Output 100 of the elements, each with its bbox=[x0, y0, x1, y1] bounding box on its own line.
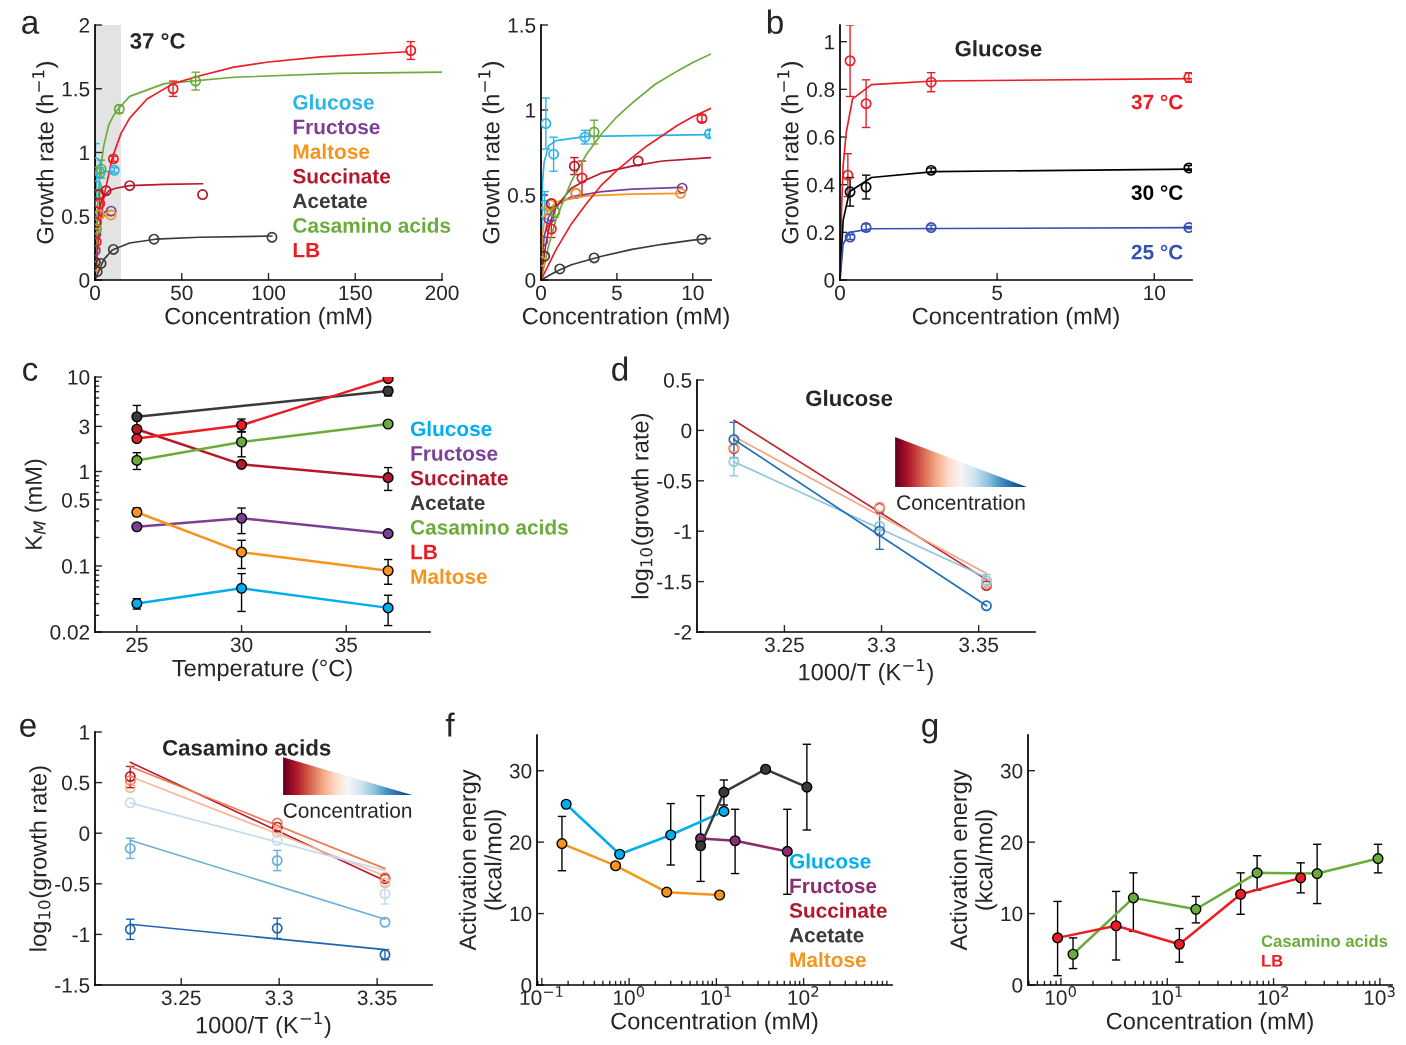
y-tick-label: 20 bbox=[1001, 835, 1023, 850]
y-tick-label: 1 bbox=[80, 145, 90, 161]
y-tick-label: 1.5 bbox=[62, 81, 90, 97]
x-tick-label: 5 bbox=[992, 285, 1003, 301]
y-axis-title: K$_{M}$ (mM) bbox=[24, 459, 47, 549]
text: b bbox=[767, 9, 783, 34]
x-tick-label: 3.3 bbox=[867, 637, 896, 653]
series-label: Maltose bbox=[411, 568, 487, 584]
x-axis-title: Concentration (mM) bbox=[611, 1012, 818, 1035]
text: LB bbox=[293, 242, 320, 258]
y-axis-title: log$_{10}$(growth rate) bbox=[631, 413, 654, 599]
x-tick-label: 25 bbox=[126, 637, 148, 653]
text: a bbox=[22, 15, 40, 34]
x-tick-label: 200 bbox=[425, 285, 459, 301]
x-axis-title: 1000/T (K$^{−1}$) bbox=[799, 659, 933, 686]
annotation: Succinate bbox=[789, 902, 887, 918]
y-tick-label: 30 bbox=[509, 763, 532, 779]
text: Maltose bbox=[293, 143, 370, 159]
y-tick-label: 0.8 bbox=[806, 82, 835, 98]
text: Maltose bbox=[790, 951, 866, 968]
y-tick-label: 0.02 bbox=[50, 625, 90, 640]
x-tick-label: 3.35 bbox=[357, 990, 397, 1006]
text: Glucose bbox=[410, 420, 492, 437]
x-tick-label: 50 bbox=[171, 285, 193, 301]
series-label: 25 °C bbox=[1131, 244, 1183, 260]
x-tick-label: 0 bbox=[90, 285, 100, 301]
y-tick-label: -1 bbox=[674, 524, 692, 539]
x-tick-label: 10$^{1}$ bbox=[1152, 986, 1182, 1006]
x-tick-label: 5 bbox=[611, 285, 622, 301]
y-axis-title: Growth rate (h$^{−1}$) bbox=[32, 62, 59, 244]
text: Acetate bbox=[789, 927, 864, 943]
text: d bbox=[612, 356, 628, 381]
text: Casamino acids bbox=[293, 217, 451, 233]
y-tick-label: 10 bbox=[1001, 906, 1023, 922]
x-tick-label: 35 bbox=[335, 637, 357, 653]
x-tick-label: 30 bbox=[230, 637, 253, 653]
x-tick-label: 3.25 bbox=[161, 990, 201, 1006]
y-axis-title: Growth rate (h$^{−1}$) bbox=[777, 62, 804, 244]
text: g bbox=[922, 718, 938, 744]
y-tick-label: 0.1 bbox=[61, 558, 90, 574]
text: f bbox=[445, 712, 455, 737]
series-label: 30 °C bbox=[1131, 185, 1183, 200]
x-tick-label: 3.35 bbox=[959, 637, 999, 653]
series-label: 37 °C bbox=[1131, 94, 1183, 110]
y-tick-label: 0 bbox=[681, 423, 692, 439]
y-tick-label: 0.5 bbox=[507, 188, 536, 203]
y-tick-label: 1 bbox=[825, 34, 835, 50]
y-tick-label: 0.5 bbox=[663, 373, 692, 388]
series-label: Fructose bbox=[790, 878, 877, 894]
annotation: Concentration bbox=[283, 802, 412, 818]
x-axis-title: Concentration (mM) bbox=[165, 307, 372, 330]
text: Glucose bbox=[955, 40, 1042, 57]
x-tick-label: 10$^{2}$ bbox=[788, 986, 819, 1005]
y-tick-label: 1 bbox=[80, 464, 90, 480]
series-label: Succinate bbox=[410, 470, 508, 486]
y-tick-label: -0.5 bbox=[55, 876, 90, 892]
x-tick-label: 10 bbox=[1144, 285, 1166, 301]
x-tick-label: 10$^{2}$ bbox=[1258, 986, 1289, 1005]
y-tick-label: -0.5 bbox=[657, 473, 692, 489]
y-tick-label: 0.4 bbox=[806, 177, 835, 193]
y-axis-title: Activation energy (kcal/mol) bbox=[949, 769, 998, 951]
text: Glucose bbox=[293, 94, 374, 110]
y-tick-label: 0.5 bbox=[61, 775, 90, 791]
y-axis-title: log$_{10}$(growth rate) bbox=[29, 766, 52, 951]
x-tick-label: 0 bbox=[536, 285, 546, 301]
y-tick-label: 2 bbox=[79, 18, 90, 33]
text: e bbox=[20, 718, 36, 737]
chart-title: 37 °C bbox=[130, 33, 185, 49]
y-tick-label: 0 bbox=[525, 273, 536, 288]
text: Succinate bbox=[292, 168, 391, 184]
y-tick-label: 1 bbox=[526, 103, 536, 118]
x-axis-title: Concentration (mM) bbox=[1106, 1012, 1313, 1035]
y-tick-label: 20 bbox=[510, 835, 532, 850]
y-axis-title: Activation energy (kcal/mol) bbox=[458, 769, 507, 951]
x-tick-label: 10$^{0}$ bbox=[614, 986, 645, 1005]
x-axis-title: Temperature (°C) bbox=[172, 659, 352, 682]
y-tick-label: -1.5 bbox=[55, 978, 90, 993]
y-tick-label: -2 bbox=[674, 625, 692, 640]
y-tick-label: 0.5 bbox=[61, 209, 90, 224]
x-tick-label: 10$^{3}$ bbox=[1364, 986, 1395, 1005]
y-tick-label: 0.5 bbox=[61, 492, 90, 508]
x-axis-title: Concentration (mM) bbox=[912, 307, 1119, 330]
y-tick-label: 10 bbox=[68, 370, 90, 385]
y-tick-label: 3 bbox=[79, 419, 90, 435]
y-tick-label: 1 bbox=[80, 725, 90, 740]
y-axis-title: Growth rate (h$^{−1}$) bbox=[478, 62, 505, 244]
x-tick-label: 100 bbox=[252, 285, 286, 301]
text: LB bbox=[1262, 955, 1283, 967]
text: Fructose bbox=[293, 119, 380, 135]
text: c bbox=[23, 362, 38, 381]
x-tick-label: 10$^{0}$ bbox=[1045, 986, 1076, 1005]
chart-title: Casamino acids bbox=[162, 739, 331, 756]
text: Glucose bbox=[789, 853, 871, 869]
y-tick-label: 0 bbox=[824, 273, 835, 288]
y-tick-label: 0.2 bbox=[806, 225, 835, 241]
x-tick-label: 10$^{1}$ bbox=[701, 986, 731, 1006]
y-tick-label: 0.6 bbox=[806, 130, 835, 145]
annotation: Concentration bbox=[897, 494, 1025, 510]
chart-title: Glucose bbox=[806, 389, 893, 407]
y-tick-label: 30 bbox=[1000, 763, 1023, 779]
